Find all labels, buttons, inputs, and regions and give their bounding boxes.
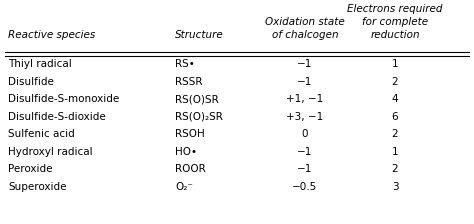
Text: RS•: RS• [175,59,195,69]
Text: +3, −1: +3, −1 [286,112,324,121]
Text: 3: 3 [392,181,398,192]
Text: Peroxide: Peroxide [8,164,53,174]
Text: 0: 0 [302,129,308,139]
Text: for complete: for complete [362,17,428,27]
Text: Electrons required: Electrons required [347,4,443,14]
Text: −1: −1 [297,146,313,157]
Text: reduction: reduction [370,30,420,40]
Text: +1, −1: +1, −1 [286,94,324,104]
Text: Thiyl radical: Thiyl radical [8,59,72,69]
Text: −0.5: −0.5 [292,181,318,192]
Text: RSSR: RSSR [175,77,202,86]
Text: RSOH: RSOH [175,129,205,139]
Text: 2: 2 [392,129,398,139]
Text: Disulfide-S-dioxide: Disulfide-S-dioxide [8,112,106,121]
Text: Oxidation state: Oxidation state [265,17,345,27]
Text: 4: 4 [392,94,398,104]
Text: 2: 2 [392,164,398,174]
Text: 2: 2 [392,77,398,86]
Text: −1: −1 [297,59,313,69]
Text: Structure: Structure [175,30,224,40]
Text: Sulfenic acid: Sulfenic acid [8,129,75,139]
Text: −1: −1 [297,164,313,174]
Text: ROOR: ROOR [175,164,206,174]
Text: Superoxide: Superoxide [8,181,66,192]
Text: O₂⁻: O₂⁻ [175,181,193,192]
Text: RS(O)₂SR: RS(O)₂SR [175,112,223,121]
Text: RS(O)SR: RS(O)SR [175,94,219,104]
Text: of chalcogen: of chalcogen [272,30,338,40]
Text: 6: 6 [392,112,398,121]
Text: Hydroxyl radical: Hydroxyl radical [8,146,92,157]
Text: Reactive species: Reactive species [8,30,95,40]
Text: Disulfide: Disulfide [8,77,54,86]
Text: 1: 1 [392,146,398,157]
Text: −1: −1 [297,77,313,86]
Text: HO•: HO• [175,146,197,157]
Text: Disulfide-S-monoxide: Disulfide-S-monoxide [8,94,119,104]
Text: 1: 1 [392,59,398,69]
